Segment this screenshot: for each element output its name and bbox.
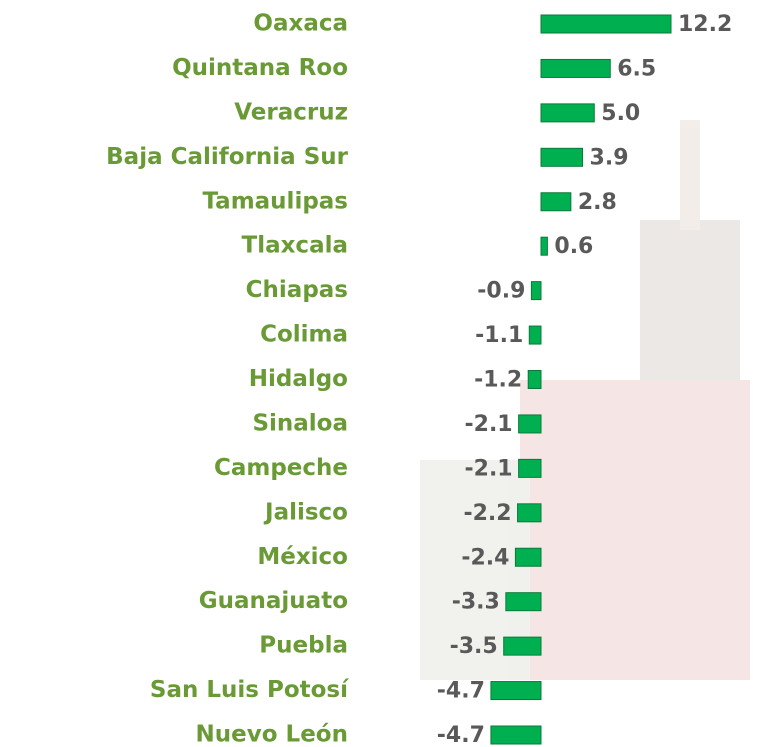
value-label: 2.8 bbox=[578, 190, 617, 215]
bar bbox=[490, 681, 542, 701]
bar bbox=[540, 14, 672, 34]
value-label: 12.2 bbox=[678, 12, 732, 37]
value-label: 6.5 bbox=[617, 56, 656, 81]
category-label: Oaxaca bbox=[253, 11, 348, 37]
category-label: Hidalgo bbox=[249, 366, 348, 392]
bar bbox=[514, 547, 542, 567]
category-label: Campeche bbox=[214, 455, 348, 481]
category-label: Colima bbox=[260, 322, 348, 348]
value-label: -2.1 bbox=[465, 412, 513, 437]
value-label: -2.4 bbox=[461, 545, 509, 570]
value-label: -2.1 bbox=[465, 456, 513, 481]
value-label: -1.1 bbox=[475, 323, 523, 348]
value-label: -4.7 bbox=[437, 679, 485, 704]
value-label: -4.7 bbox=[437, 723, 485, 747]
bar bbox=[517, 503, 542, 523]
category-label: Guanajuato bbox=[199, 588, 348, 614]
value-label: 3.9 bbox=[590, 145, 629, 170]
category-label: Tamaulipas bbox=[202, 188, 348, 214]
value-label: 0.6 bbox=[554, 234, 593, 259]
value-label: -3.3 bbox=[452, 590, 500, 615]
bar bbox=[518, 414, 542, 434]
value-label: -3.5 bbox=[450, 634, 498, 659]
value-label: 5.0 bbox=[601, 101, 640, 126]
bar bbox=[540, 192, 572, 212]
bar bbox=[540, 236, 548, 256]
bar bbox=[518, 458, 542, 478]
category-label: Baja California Sur bbox=[106, 144, 349, 170]
bar bbox=[528, 325, 542, 345]
background-picture bbox=[420, 120, 750, 680]
category-label: Puebla bbox=[259, 633, 348, 659]
bar bbox=[503, 636, 542, 656]
category-label: Veracruz bbox=[234, 99, 348, 125]
value-label: -2.2 bbox=[463, 501, 511, 526]
category-label: Sinaloa bbox=[252, 410, 348, 436]
category-label: Chiapas bbox=[246, 277, 348, 303]
category-label: San Luis Potosí bbox=[150, 677, 349, 703]
bar bbox=[540, 103, 595, 123]
category-label: Tlaxcala bbox=[242, 233, 349, 259]
value-label: -0.9 bbox=[477, 279, 525, 304]
value-label: -1.2 bbox=[474, 368, 522, 393]
category-label: México bbox=[257, 544, 348, 570]
bar bbox=[490, 725, 542, 745]
category-label: Quintana Roo bbox=[172, 55, 348, 81]
bar bbox=[540, 58, 611, 78]
bar bbox=[527, 370, 542, 389]
bar bbox=[505, 592, 542, 612]
bar bbox=[540, 147, 584, 167]
category-label: Jalisco bbox=[263, 499, 348, 525]
bar bbox=[530, 281, 542, 301]
category-label: Nuevo León bbox=[196, 722, 348, 747]
